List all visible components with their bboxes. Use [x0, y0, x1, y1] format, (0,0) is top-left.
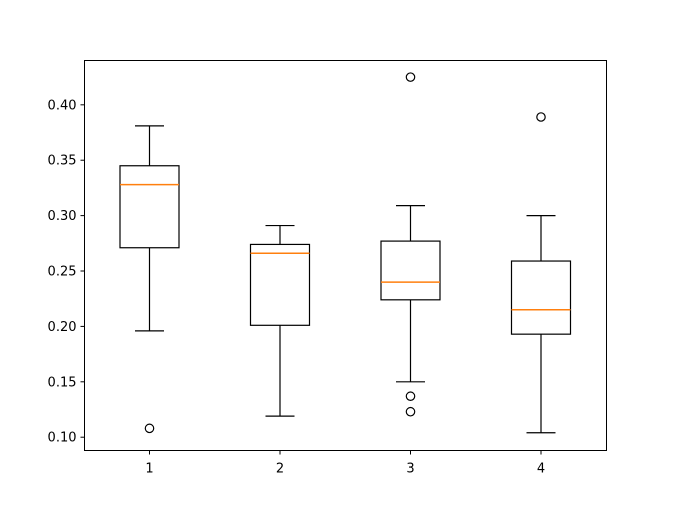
x-tick-label-3: 4 [537, 462, 545, 477]
box-4 [510, 112, 572, 434]
x-tick-label-2: 3 [406, 462, 414, 477]
x-axis: 1 2 3 4 [145, 450, 545, 477]
x-tick-label-1: 2 [276, 462, 284, 477]
plot-area [84, 60, 607, 451]
iqr-box-3 [380, 240, 441, 301]
y-tick-label-6: 0.40 [48, 98, 77, 113]
box-1 [119, 125, 180, 434]
outlier-3-1 [405, 406, 416, 417]
y-tick-label-3: 0.25 [48, 265, 77, 280]
iqr-box-4 [510, 260, 572, 335]
box-3 [380, 72, 441, 417]
boxes-layer [119, 72, 572, 434]
y-tick-label-1: 0.15 [48, 375, 77, 390]
outlier-3-2 [405, 72, 416, 82]
plot-frame [84, 60, 607, 451]
y-axis: 0.10 0.15 0.20 0.25 0.30 0.35 0.40 [48, 98, 85, 446]
y-tick-label-5: 0.35 [48, 154, 77, 169]
outlier-3-0 [405, 391, 416, 402]
y-tick-label-4: 0.30 [48, 209, 77, 224]
x-tick-label-0: 1 [145, 462, 153, 477]
y-tick-label-2: 0.20 [48, 320, 77, 335]
box-2 [249, 224, 311, 417]
outlier-4-0 [536, 112, 546, 122]
y-tick-label-0: 0.10 [48, 431, 77, 446]
iqr-box-1 [119, 165, 180, 249]
outlier-1-0 [144, 423, 155, 434]
iqr-box-2 [249, 243, 311, 326]
